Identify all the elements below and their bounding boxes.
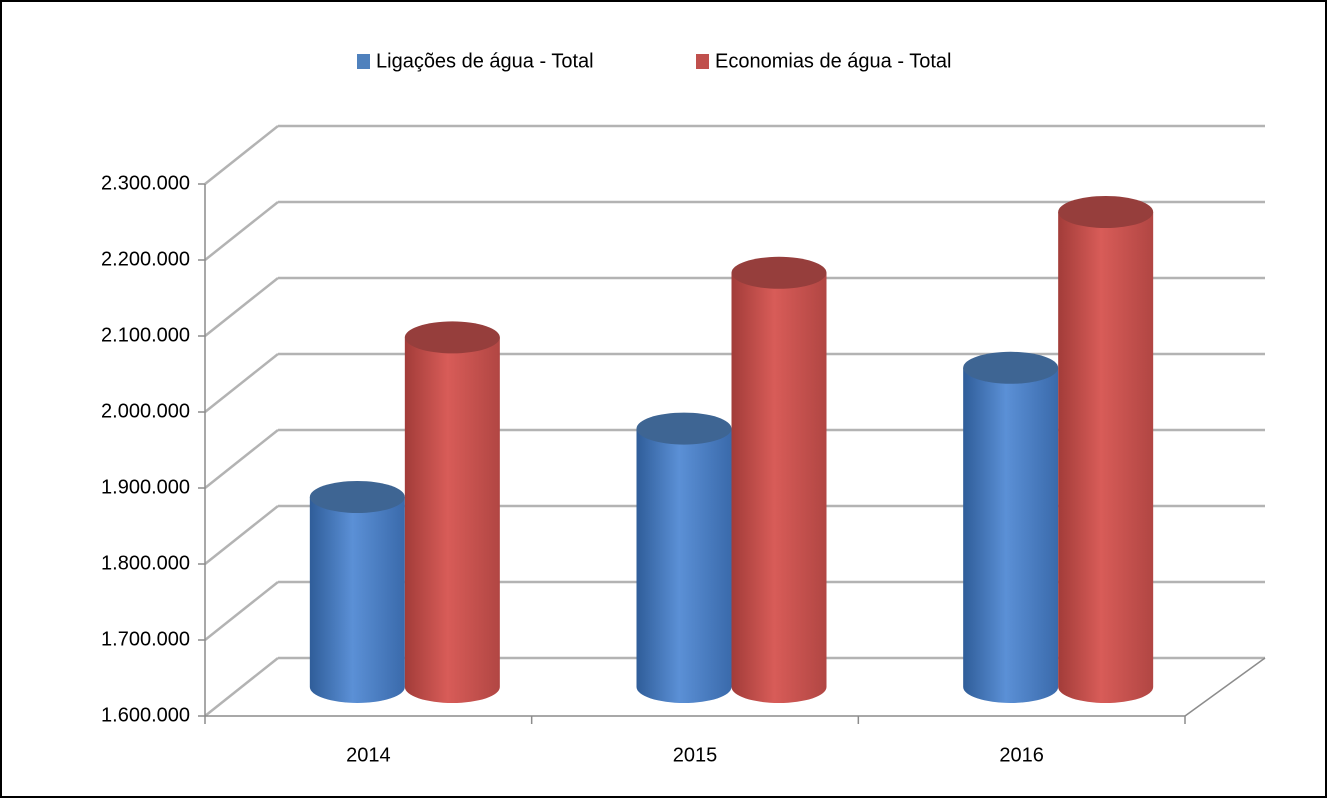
y-tick-label: 1.600.000 (101, 704, 190, 726)
bar-body (1058, 212, 1154, 703)
x-tick-label: 2015 (673, 744, 718, 766)
bar-top (404, 321, 500, 354)
bar-body (309, 497, 405, 703)
legend-swatch (696, 54, 709, 69)
bar-body (636, 428, 732, 703)
bar (1058, 196, 1154, 703)
bar (636, 412, 732, 703)
bar-top (731, 256, 827, 289)
x-tick-label: 2016 (999, 744, 1044, 766)
y-tick-label: 1.800.000 (101, 552, 190, 574)
y-tick-label: 2.100.000 (101, 324, 190, 346)
y-tick-label: 1.900.000 (101, 476, 190, 498)
bar (309, 481, 405, 703)
y-tick-label: 1.700.000 (101, 628, 190, 650)
grid-line-side (204, 657, 279, 717)
bar-body (731, 272, 827, 703)
grid-line-side (204, 581, 279, 641)
grid-line-side (204, 277, 279, 337)
bar-top (636, 412, 732, 445)
legend-label: Economias de água - Total (715, 50, 951, 72)
y-tick-label: 2.200.000 (101, 248, 190, 270)
y-tick-label: 2.300.000 (101, 172, 190, 194)
grid-line-side (204, 201, 279, 261)
y-tick-label: 2.000.000 (101, 400, 190, 422)
bar-top (1058, 196, 1154, 228)
legend-label: Ligações de água - Total (376, 50, 594, 72)
bar-top (963, 351, 1059, 384)
bar (404, 321, 500, 703)
bar-body (963, 367, 1059, 703)
x-tick-label: 2014 (346, 744, 391, 766)
grid-line-side (204, 125, 279, 185)
grid-line-side (204, 429, 279, 489)
grid-line-side (204, 353, 279, 413)
bar-top (309, 481, 405, 513)
bar (731, 256, 827, 703)
bar-body (404, 337, 500, 703)
floor-right (1184, 657, 1266, 717)
legend-swatch (357, 54, 370, 69)
bar (963, 351, 1059, 703)
grid-line-side (204, 505, 279, 565)
